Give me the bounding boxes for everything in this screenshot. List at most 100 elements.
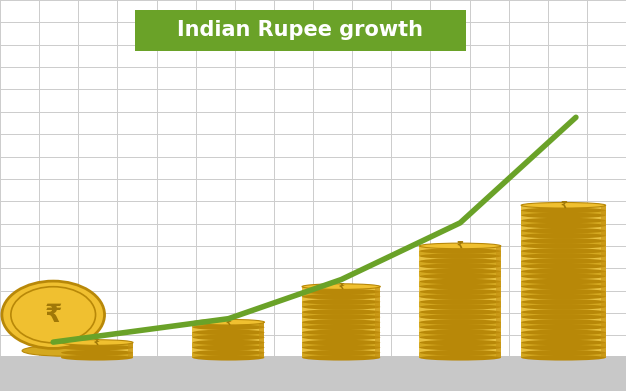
Bar [193,337,264,343]
Ellipse shape [192,340,264,345]
Bar [521,210,605,215]
Bar [521,297,605,302]
Bar [419,292,501,297]
Bar [419,287,501,292]
Bar [302,287,381,292]
Bar [496,246,501,358]
Bar [302,332,381,337]
Ellipse shape [192,345,264,350]
Text: ₹: ₹ [44,303,62,327]
Ellipse shape [192,330,264,335]
Bar [601,205,606,358]
Ellipse shape [302,309,381,315]
Ellipse shape [521,279,605,284]
Ellipse shape [419,279,501,284]
Bar [521,215,605,221]
Ellipse shape [419,325,501,330]
Bar [259,322,264,358]
Bar [521,271,605,276]
Ellipse shape [302,294,381,300]
Ellipse shape [302,335,381,340]
Ellipse shape [302,319,381,325]
Bar [419,261,501,266]
Bar [419,282,501,287]
Text: ₹: ₹ [225,317,232,327]
Ellipse shape [521,264,605,269]
Ellipse shape [61,345,133,350]
Ellipse shape [521,319,605,325]
Ellipse shape [302,345,381,350]
Bar [302,297,381,302]
Bar [0,356,626,391]
Bar [419,307,501,312]
Ellipse shape [22,345,110,356]
Ellipse shape [521,218,605,223]
Ellipse shape [521,304,605,310]
Bar [521,251,605,256]
Bar [193,332,264,337]
Ellipse shape [521,203,605,208]
Text: ₹: ₹ [94,338,100,347]
Ellipse shape [521,340,605,345]
Bar [193,343,264,348]
Bar [521,236,605,241]
FancyBboxPatch shape [135,10,466,51]
Ellipse shape [419,289,501,294]
Ellipse shape [521,355,605,361]
Ellipse shape [521,294,605,300]
Bar [521,332,605,337]
Bar [521,302,605,307]
Ellipse shape [302,325,381,330]
Bar [521,337,605,343]
Bar [419,337,501,343]
Bar [521,353,605,358]
Bar [419,302,501,307]
Bar [521,312,605,317]
Bar [521,322,605,327]
Bar [376,287,381,358]
Ellipse shape [61,340,133,345]
Ellipse shape [419,304,501,310]
Bar [302,353,381,358]
Bar [419,276,501,282]
Ellipse shape [192,335,264,340]
Ellipse shape [419,294,501,300]
Bar [521,241,605,246]
Ellipse shape [302,289,381,294]
Bar [419,297,501,302]
Bar [302,307,381,312]
Bar [521,231,605,236]
Bar [128,343,133,358]
Bar [521,292,605,297]
Ellipse shape [419,299,501,305]
Ellipse shape [419,319,501,325]
Ellipse shape [521,253,605,259]
Bar [302,337,381,343]
Bar [521,287,605,292]
Ellipse shape [419,264,501,269]
Bar [419,251,501,256]
Ellipse shape [521,243,605,249]
Bar [521,348,605,353]
Ellipse shape [302,330,381,335]
Ellipse shape [521,258,605,264]
Text: ₹: ₹ [457,241,463,251]
Ellipse shape [302,355,381,361]
Ellipse shape [192,319,264,325]
Bar [521,205,605,210]
Bar [302,312,381,317]
Bar [61,343,133,348]
Ellipse shape [302,284,381,289]
Ellipse shape [521,314,605,320]
Bar [419,353,501,358]
Ellipse shape [302,350,381,355]
Bar [419,317,501,322]
Bar [419,271,501,276]
Bar [521,226,605,231]
Bar [61,348,133,353]
Ellipse shape [419,309,501,315]
Bar [302,322,381,327]
Ellipse shape [419,314,501,320]
Ellipse shape [521,213,605,218]
Ellipse shape [419,274,501,279]
